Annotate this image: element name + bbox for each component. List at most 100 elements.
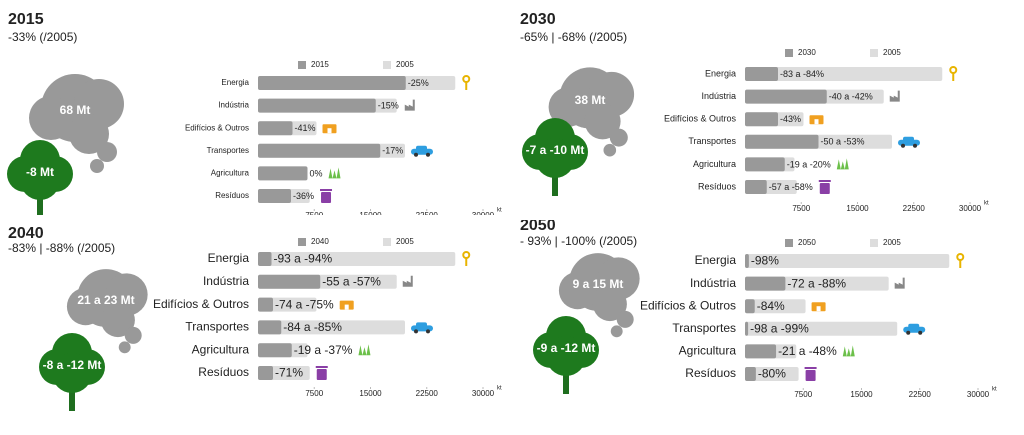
value-label: -17% — [382, 146, 403, 156]
cloud — [69, 114, 109, 154]
chart: 2030 -65% | -68% (/2005) 2030 2005 7500 15000… — [520, 11, 989, 213]
icon — [956, 253, 965, 261]
x-tick-label: 7500 — [305, 389, 323, 398]
panel-subtitle: -83% | -88% (/2005) — [8, 241, 115, 255]
category-label: Indústria — [701, 91, 736, 101]
bar — [745, 67, 778, 81]
x-tick-label: 7500 — [794, 390, 812, 399]
cloud — [90, 159, 104, 173]
bar — [745, 299, 755, 314]
category-label: Transportes — [207, 146, 249, 155]
cloud — [558, 271, 597, 310]
value-label: -80% — [758, 367, 786, 381]
bar — [258, 274, 321, 289]
value-label: -25% — [408, 78, 429, 88]
bar — [745, 89, 827, 104]
value-label: -98 a -99% — [750, 321, 809, 335]
legend-swatch — [870, 239, 878, 247]
icon — [316, 369, 327, 380]
category-label: Agricultura — [693, 159, 736, 169]
value-label: -71% — [275, 366, 303, 380]
cloud — [124, 326, 142, 344]
category-label: Resíduos — [198, 365, 249, 379]
x-tick-label: 22500 — [416, 389, 439, 398]
x-tick-label: 22500 — [909, 390, 932, 399]
legend-label: 2005 — [396, 237, 414, 246]
icon — [320, 189, 333, 191]
category-label: Edifícios & Outros — [153, 297, 249, 311]
value-label: -98% — [751, 254, 779, 268]
bar — [745, 276, 786, 291]
panel-title: 2050 — [520, 220, 556, 234]
value-label: -19 a -20% — [787, 159, 831, 169]
cloud — [118, 341, 131, 354]
bar — [258, 320, 405, 335]
category-label: Indústria — [218, 101, 249, 110]
panel: 2015 -33% (/2005) 2015 2005 7500 15000 22500 30… — [0, 0, 512, 215]
value-label: 0% — [310, 168, 323, 178]
bar — [745, 367, 756, 381]
legend-label: 2005 — [396, 60, 414, 69]
legend-label: 2040 — [311, 237, 329, 246]
x-axis-label: kt — [984, 201, 989, 207]
icon — [416, 145, 427, 151]
bar — [258, 121, 293, 136]
icon — [426, 329, 430, 334]
value-label: -19 a -37% — [294, 343, 353, 357]
value-label: -40 a -42% — [829, 91, 873, 101]
bar — [745, 157, 785, 172]
bar — [745, 321, 898, 336]
value-label: -74 a -75% — [275, 297, 334, 311]
category-label: Edifícios & Outros — [185, 123, 249, 132]
sink-label: -8 a -12 Mt — [42, 358, 102, 372]
category-label: Energia — [705, 68, 736, 78]
category-label: Resíduos — [685, 366, 736, 380]
tree-canopy — [20, 160, 60, 200]
tree-canopy — [546, 336, 586, 376]
x-tick-label: 30000 — [967, 390, 990, 399]
sink-label: -9 a -12 Mt — [536, 341, 596, 355]
icon — [842, 345, 855, 357]
legend-label: 2005 — [883, 48, 901, 57]
panel-subtitle: -65% | -68% (/2005) — [520, 30, 627, 44]
legend-swatch — [383, 61, 391, 69]
x-tick-label: 22500 — [416, 211, 439, 215]
category-label: Indústria — [690, 276, 736, 290]
legend-swatch — [870, 49, 878, 57]
legend-label: 2030 — [798, 48, 816, 57]
category-label: Resíduos — [215, 191, 249, 200]
value-label: -41% — [295, 123, 316, 133]
bar — [258, 143, 381, 158]
bar — [745, 254, 749, 268]
value-label: -72 a -88% — [787, 276, 846, 290]
legend-swatch — [298, 61, 306, 69]
icon — [404, 99, 419, 111]
icon — [315, 366, 328, 368]
x-axis-label: kt — [497, 208, 502, 214]
emissions-label: 68 Mt — [59, 103, 91, 117]
legend-label: 2005 — [883, 238, 901, 247]
x-tick-label: 30000 — [472, 211, 495, 215]
category-label: Transportes — [688, 136, 736, 146]
icon — [416, 322, 427, 328]
icon — [836, 158, 849, 170]
cloud — [603, 143, 617, 157]
icon — [344, 304, 349, 310]
icon — [901, 143, 905, 148]
icon — [913, 143, 917, 148]
panel-title: 2040 — [8, 225, 44, 242]
x-tick-label: 30000 — [472, 389, 495, 398]
legend-swatch — [785, 49, 793, 57]
value-label: -21 a -48% — [778, 344, 837, 358]
value-label: -57 a -58% — [769, 182, 813, 192]
bar — [745, 180, 767, 194]
x-tick-label: 30000 — [959, 204, 982, 213]
icon — [328, 167, 341, 179]
value-label: -93 a -94% — [274, 252, 333, 266]
cloud — [610, 325, 623, 338]
bar — [258, 98, 376, 113]
category-label: Transportes — [672, 321, 736, 335]
tree-canopy — [535, 138, 575, 178]
legend-label: 2050 — [798, 238, 816, 247]
